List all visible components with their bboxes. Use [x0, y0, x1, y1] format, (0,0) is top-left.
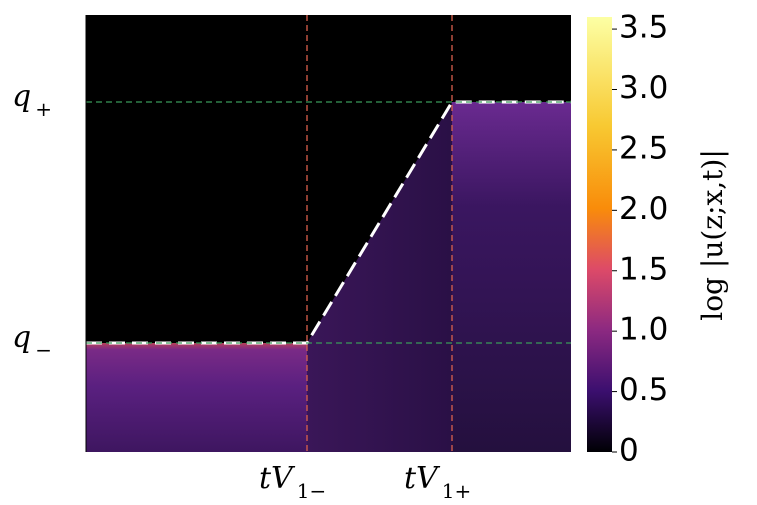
tick-label: tV 1− — [259, 461, 326, 503]
colorbar-tick-label: 2.5 — [619, 130, 668, 166]
colorbar-tick-label: 0 — [619, 433, 639, 469]
colorbar-tick-label: 1.5 — [619, 251, 668, 287]
region-middle — [307, 102, 452, 452]
tick-subscript: + — [35, 97, 52, 121]
tick-symbol: q — [12, 79, 31, 114]
colorbar-tick-label: 1.0 — [619, 312, 668, 348]
tick-label: tV 1+ — [404, 461, 471, 503]
colorbar — [587, 17, 612, 452]
colorbar-tick-label: 0.5 — [619, 372, 668, 408]
tick-symbol: tV — [259, 461, 296, 496]
tick-symbol: tV — [404, 461, 441, 496]
tick-subscript: 1+ — [442, 479, 471, 503]
tick-subscript: − — [35, 338, 52, 362]
tick-symbol: q — [12, 320, 31, 355]
colorbar-tick-label: 2.0 — [619, 191, 668, 227]
tick-label: q − — [12, 320, 52, 362]
tick-subscript: 1− — [297, 479, 326, 503]
region-left — [86, 343, 307, 452]
colorbar-tick-label: 3.5 — [619, 10, 668, 46]
colorbar-label: log |u(z;x,t)| — [696, 149, 729, 321]
region-right — [452, 102, 571, 452]
tick-label: q + — [12, 79, 52, 121]
heatmap — [85, 15, 571, 452]
colorbar-tick-label: 3.0 — [619, 70, 668, 106]
